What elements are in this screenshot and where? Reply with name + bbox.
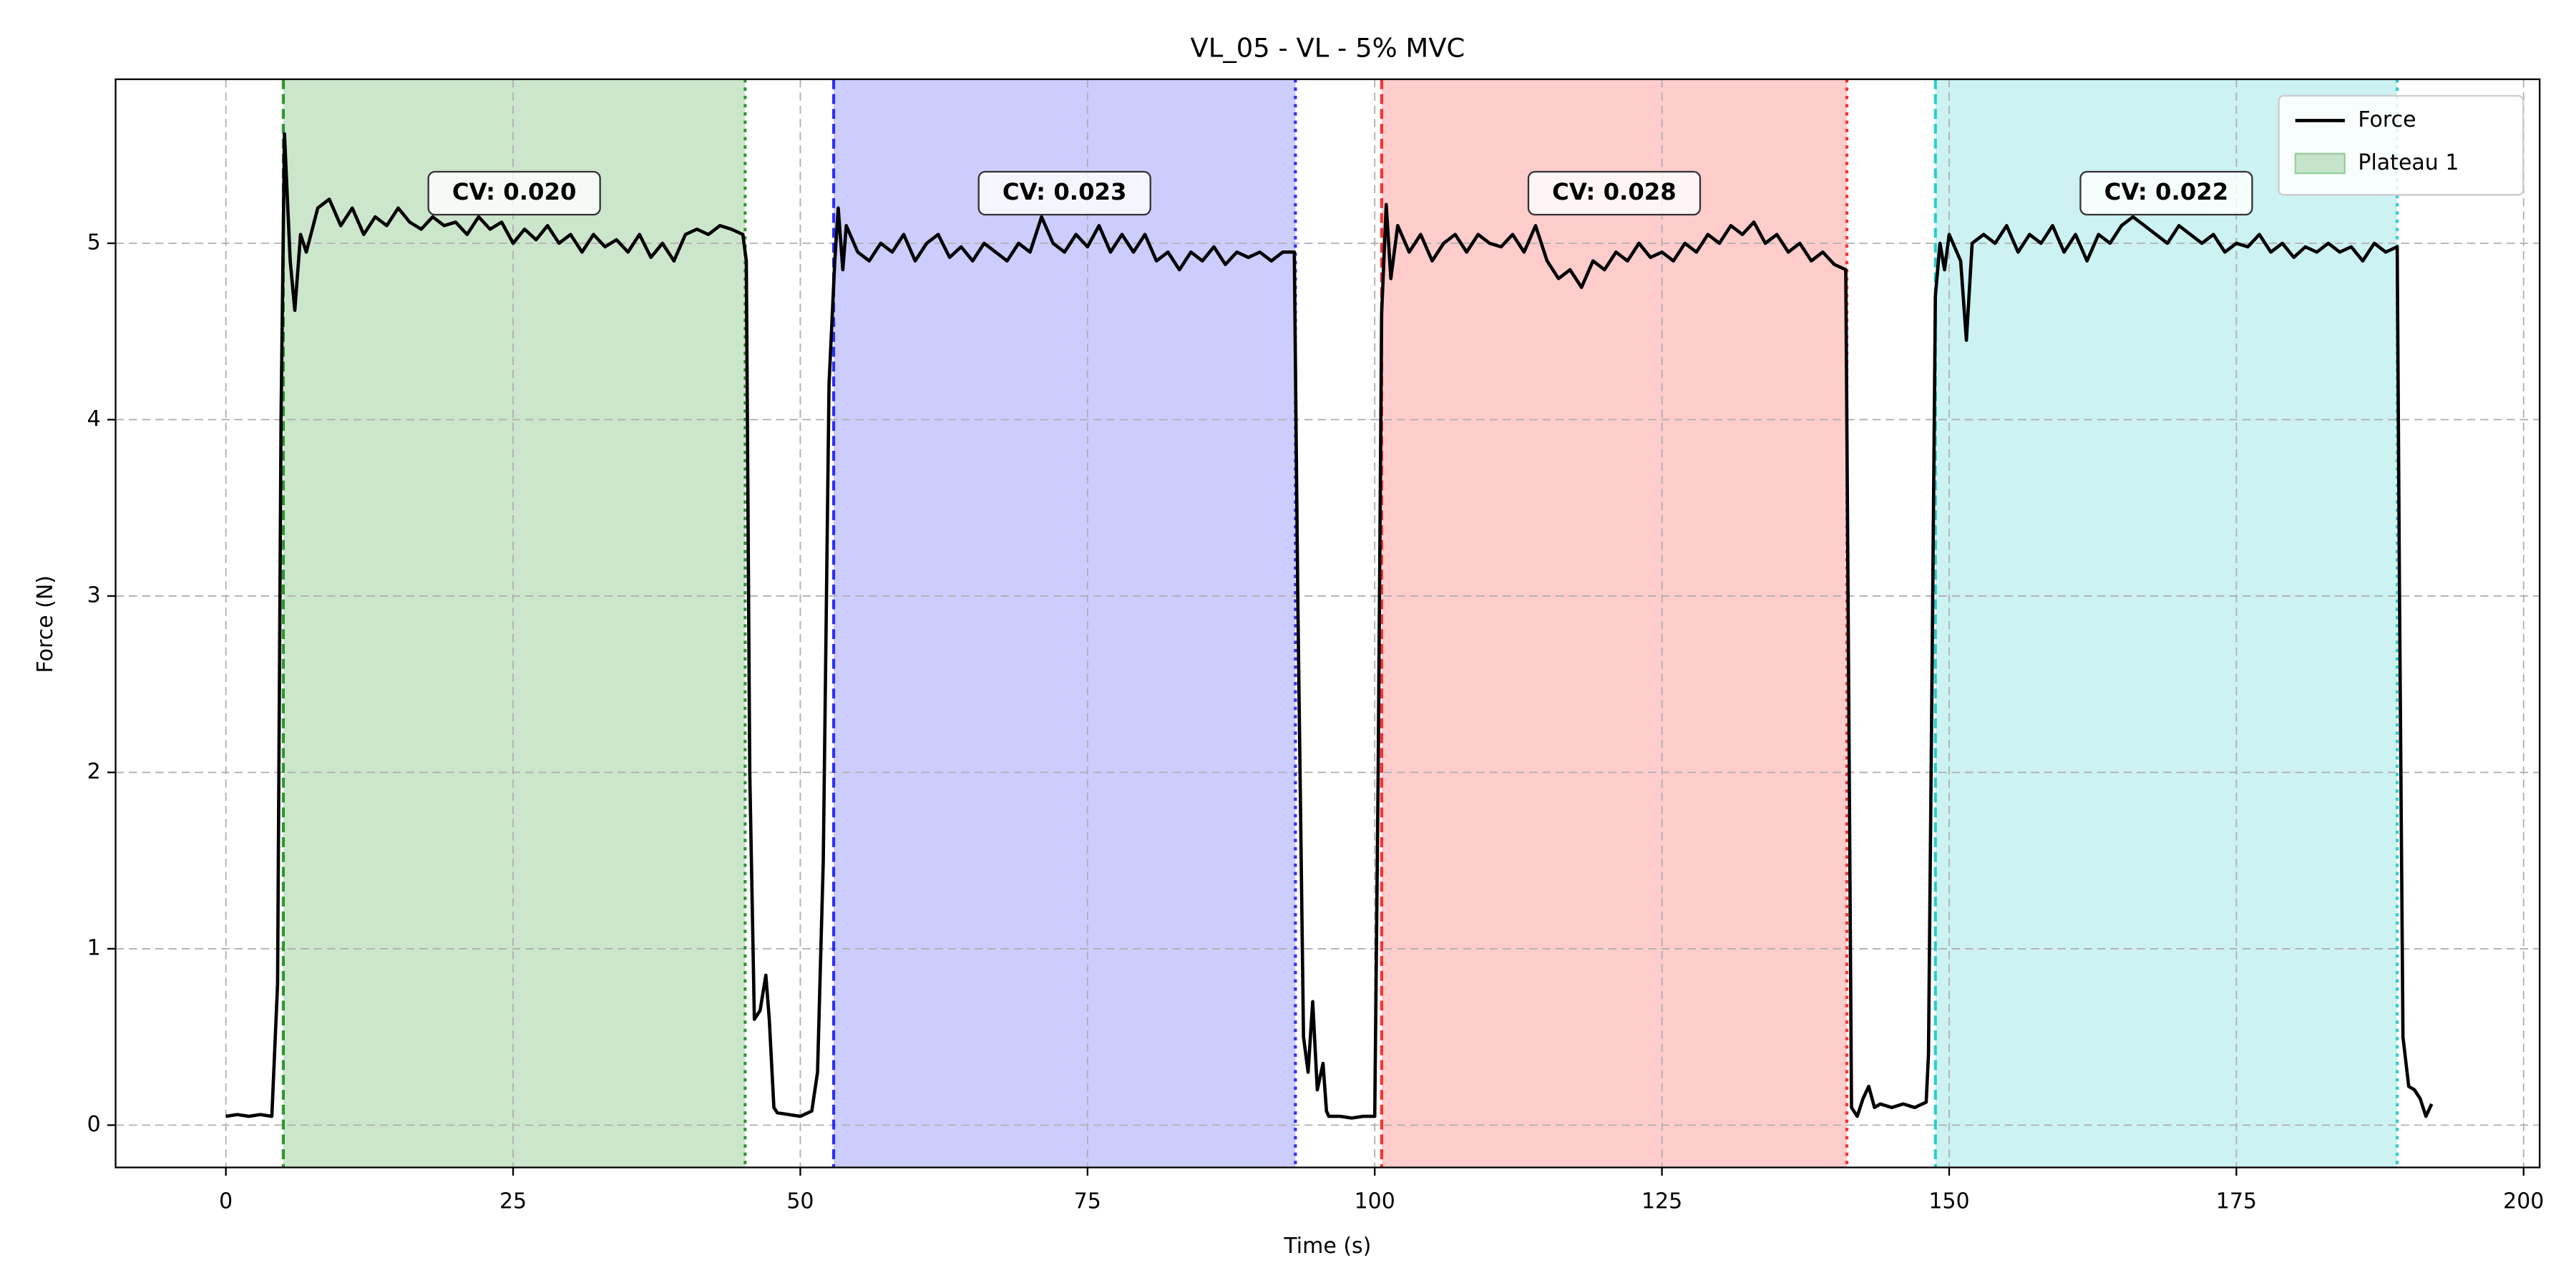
- x-tick-label: 100: [1355, 1189, 1395, 1214]
- y-tick-label: 2: [87, 759, 101, 784]
- x-tick-label: 50: [786, 1189, 814, 1214]
- x-tick-label: 75: [1074, 1189, 1101, 1214]
- y-tick-label: 3: [87, 582, 101, 608]
- cv-box: [2079, 170, 2253, 216]
- cv-label: CV: 0.028: [1552, 178, 1677, 205]
- x-tick-label: 0: [219, 1189, 233, 1214]
- y-tick-label: 0: [87, 1112, 101, 1137]
- x-tick-label: 200: [2503, 1189, 2544, 1214]
- cv-box: [1527, 170, 1702, 216]
- y-tick-label: 4: [87, 406, 101, 431]
- cv-annotation: CV: 0.020: [427, 170, 601, 216]
- chart-title: VL_05 - VL - 5% MVC: [1191, 33, 1465, 64]
- cv-label: CV: 0.022: [2104, 178, 2229, 205]
- cv-label: CV: 0.020: [452, 178, 577, 205]
- plateau-span: [1381, 79, 1848, 1168]
- y-tick-label: 5: [87, 230, 101, 255]
- plateau-span: [283, 79, 746, 1168]
- x-tick-label: 175: [2216, 1189, 2257, 1214]
- legend-patch: [2294, 152, 2346, 175]
- y-axis-label: Force (N): [33, 575, 58, 673]
- force-line: [225, 132, 2434, 1120]
- legend-label: Force: [2358, 107, 2416, 132]
- x-tick-label: 150: [1928, 1189, 1969, 1214]
- cv-label: CV: 0.023: [1002, 178, 1127, 205]
- cv-annotation: CV: 0.022: [2079, 170, 2253, 216]
- x-axis-label: Time (s): [1283, 1234, 1371, 1259]
- cv-box: [977, 170, 1151, 216]
- plateau-span: [1935, 79, 2398, 1168]
- x-tick-label: 25: [499, 1189, 527, 1214]
- plateau-span: [834, 79, 1296, 1168]
- y-tick-label: 1: [87, 935, 101, 960]
- cv-box: [427, 170, 601, 216]
- legend-label: Plateau 1: [2358, 150, 2459, 175]
- cv-annotation: CV: 0.028: [1527, 170, 1702, 216]
- cv-annotation: CV: 0.023: [977, 170, 1151, 216]
- plot-frame: [114, 78, 2541, 1169]
- x-tick-label: 125: [1641, 1189, 1682, 1214]
